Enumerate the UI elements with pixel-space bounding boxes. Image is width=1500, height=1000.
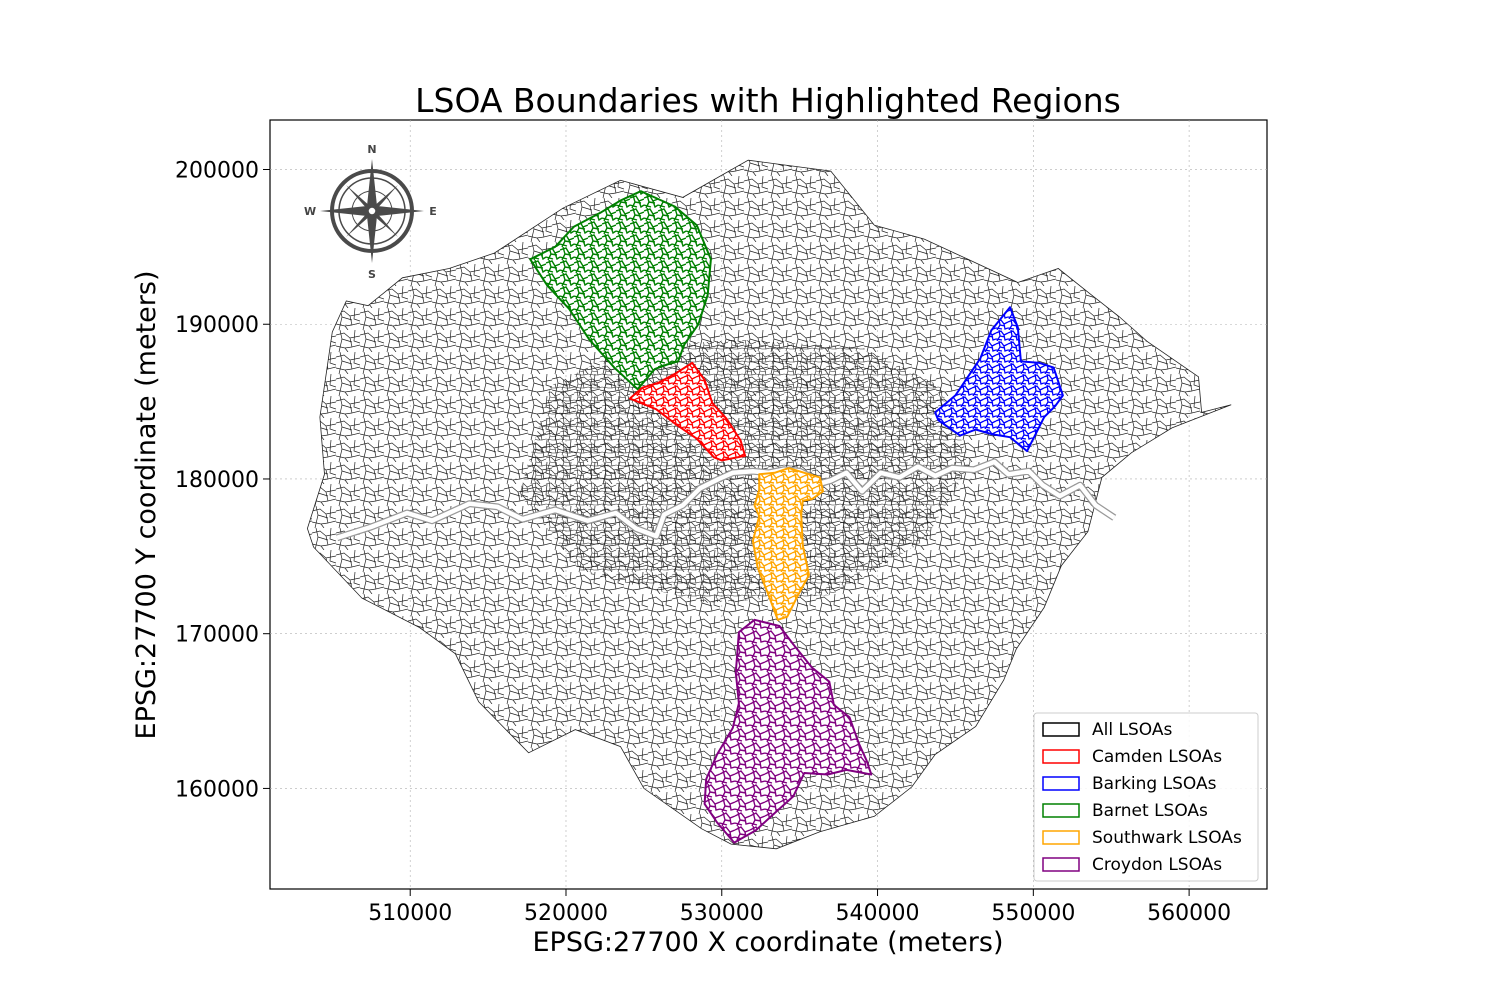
region-barnet-lsoas xyxy=(529,190,712,391)
legend-box xyxy=(1033,712,1259,882)
x-axis-label: EPSG:27700 X coordinate (meters) xyxy=(533,927,1004,958)
region-southwark-lsoas xyxy=(751,467,824,621)
legend-label-all-lsoas: All LSOAs xyxy=(1092,720,1172,740)
chart-title: LSOA Boundaries with Highlighted Regions xyxy=(415,81,1121,120)
legend-label-southwark-lsoas: Southwark LSOAs xyxy=(1092,828,1242,848)
map-layer xyxy=(306,159,1232,850)
legend-swatch-croydon-lsoas xyxy=(1042,857,1080,872)
y-tick-label: 170000 xyxy=(175,623,259,648)
region-barking-lsoas xyxy=(934,306,1064,453)
legend-label-camden-lsoas: Camden LSOAs xyxy=(1092,747,1222,767)
legend-swatch-barnet-lsoas xyxy=(1042,803,1080,818)
compass-rose-icon: N S E W xyxy=(304,143,437,281)
compass-south-label: S xyxy=(368,268,376,281)
compass-north-label: N xyxy=(367,143,376,156)
region-camden-lsoas xyxy=(628,361,747,462)
legend: All LSOAs Camden LSOAs Barking LSOAs Barnet… xyxy=(1033,712,1259,882)
legend-swatch-southwark-lsoas xyxy=(1042,830,1080,845)
compass-west-label: W xyxy=(304,205,316,218)
x-tick-label: 560000 xyxy=(1147,901,1231,926)
x-tick-label: 530000 xyxy=(680,901,764,926)
y-tick-label: 200000 xyxy=(175,159,259,184)
y-axis-label: EPSG:27700 Y coordinate (meters) xyxy=(131,271,162,740)
legend-label-barnet-lsoas: Barnet LSOAs xyxy=(1092,801,1208,821)
compass-east-label: E xyxy=(429,205,437,218)
legend-swatch-all-lsoas xyxy=(1042,722,1080,737)
legend-swatch-camden-lsoas xyxy=(1042,749,1080,764)
y-tick-label: 160000 xyxy=(175,777,259,802)
x-tick-label: 510000 xyxy=(368,901,452,926)
region-croydon-lsoas xyxy=(703,618,873,844)
legend-label-croydon-lsoas: Croydon LSOAs xyxy=(1092,855,1222,875)
y-tick-label: 190000 xyxy=(175,313,259,338)
legend-swatch-barking-lsoas xyxy=(1042,776,1080,791)
axis-ticks: 510000 520000 530000 540000 550000 560000 1600… xyxy=(175,159,1231,926)
x-tick-label: 550000 xyxy=(991,901,1075,926)
x-tick-label: 520000 xyxy=(524,901,608,926)
y-tick-label: 180000 xyxy=(175,468,259,493)
legend-label-barking-lsoas: Barking LSOAs xyxy=(1092,774,1217,794)
x-tick-label: 540000 xyxy=(836,901,920,926)
